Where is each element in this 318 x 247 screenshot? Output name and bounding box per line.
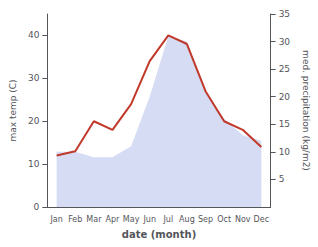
svg-text:35: 35: [279, 9, 290, 19]
svg-text:Sep: Sep: [198, 215, 213, 224]
svg-text:10: 10: [28, 159, 40, 169]
svg-text:0: 0: [34, 202, 40, 212]
svg-text:25: 25: [279, 64, 290, 74]
svg-text:10: 10: [279, 147, 291, 157]
svg-text:40: 40: [28, 30, 40, 40]
svg-text:Aug: Aug: [179, 215, 195, 224]
svg-text:Feb: Feb: [68, 215, 82, 224]
svg-text:med. precipitation (kg/m2): med. precipitation (kg/m2): [301, 50, 311, 171]
svg-text:Oct: Oct: [217, 215, 231, 224]
svg-text:Mar: Mar: [86, 215, 102, 224]
svg-text:max temp (C): max temp (C): [8, 79, 18, 141]
svg-text:20: 20: [28, 116, 40, 126]
svg-text:20: 20: [279, 92, 291, 102]
svg-text:30: 30: [279, 37, 291, 47]
svg-text:Jun: Jun: [142, 215, 156, 224]
svg-text:Dec: Dec: [254, 215, 269, 224]
svg-text:date (month): date (month): [122, 229, 196, 240]
svg-text:30: 30: [28, 73, 40, 83]
svg-text:Jan: Jan: [49, 215, 62, 224]
svg-text:5: 5: [279, 174, 285, 184]
svg-text:15: 15: [279, 119, 290, 129]
svg-text:Apr: Apr: [106, 215, 121, 224]
svg-text:Nov: Nov: [235, 215, 251, 224]
svg-text:May: May: [123, 215, 140, 224]
svg-text:Jul: Jul: [162, 215, 173, 224]
